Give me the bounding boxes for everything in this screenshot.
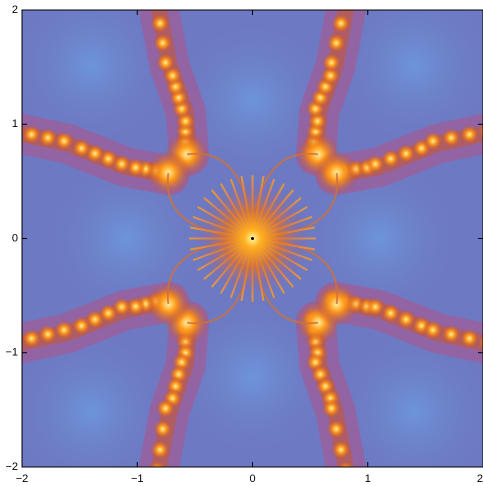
arm-blob <box>441 128 461 148</box>
arm-blob <box>423 320 443 340</box>
x-tick-label: −1 <box>131 473 144 485</box>
arm-blob <box>331 440 351 460</box>
arm-blob <box>153 33 173 53</box>
arm-blob <box>423 131 443 151</box>
center-dot <box>251 237 254 240</box>
arm-blob <box>459 125 479 145</box>
arm-blob <box>459 328 479 348</box>
fractal-image <box>0 0 483 486</box>
y-tick-label: 2 <box>12 4 18 16</box>
x-tick-label: 2 <box>477 473 483 485</box>
arm-blob <box>72 138 92 158</box>
arm-blob <box>326 419 346 439</box>
x-tick-label: 0 <box>249 473 255 485</box>
arm-blob <box>441 324 461 344</box>
arm-blob <box>336 460 356 480</box>
y-tick-label: −1 <box>5 347 18 359</box>
arm-blob <box>326 33 346 53</box>
arm-blob <box>321 53 341 73</box>
arm-blob <box>72 316 92 336</box>
arm-blob <box>156 398 176 418</box>
y-tick-label: 1 <box>12 118 18 130</box>
arm-blob <box>321 398 341 418</box>
y-tick-label: 0 <box>12 232 18 244</box>
chart: −2 −1 0 1 2 −2 −1 0 1 2 <box>0 0 483 486</box>
arm-blob <box>150 440 170 460</box>
x-tick-label: 1 <box>365 473 371 485</box>
arm-blob <box>331 13 351 33</box>
x-tick-label: −2 <box>16 473 29 485</box>
arm-blob <box>156 53 176 73</box>
arm-blob <box>147 460 167 480</box>
y-tick-label: −2 <box>5 461 18 473</box>
arm-blob <box>153 419 173 439</box>
arm-blob <box>150 13 170 33</box>
